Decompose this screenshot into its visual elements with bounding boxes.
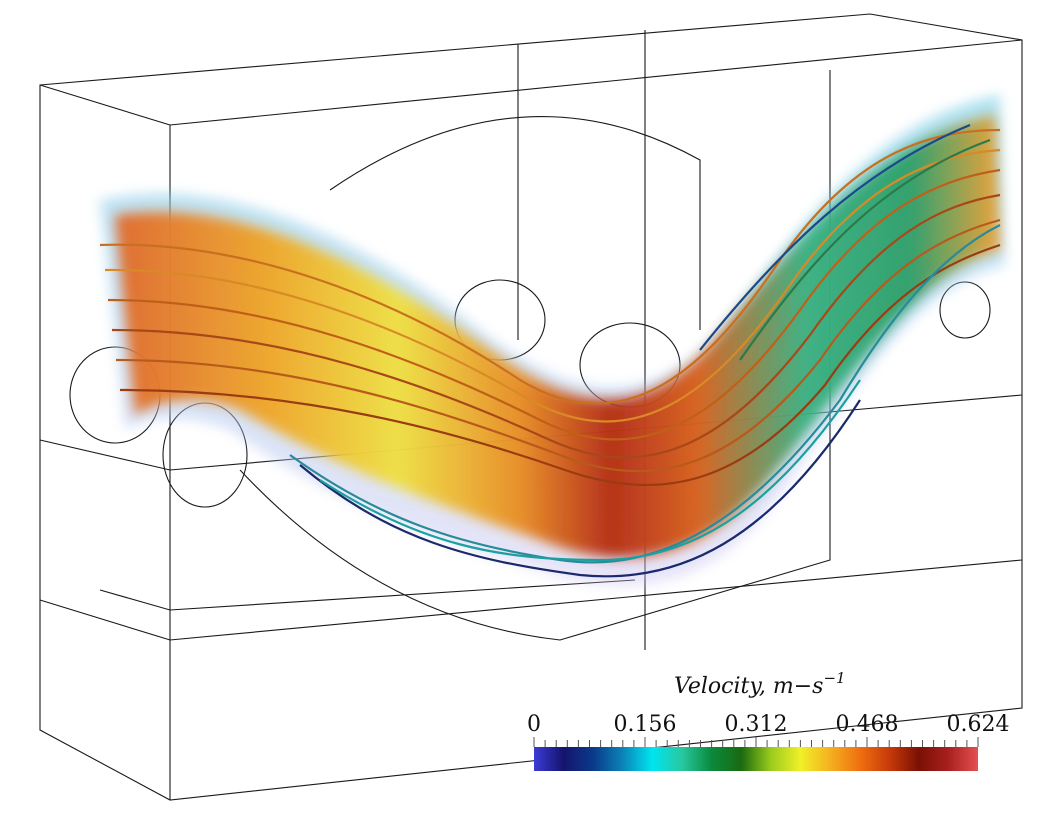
colorbar-title: Velocity, m−s−1: [674, 669, 846, 699]
colorbar-legend: Velocity, m−s−1 0 0.156 0.312 0.468 0.624: [527, 669, 1009, 771]
flow-tube: [100, 95, 1005, 586]
colorbar-tick-label: 0.468: [836, 712, 899, 737]
colorbar-tick-labels: 0 0.156 0.312 0.468 0.624: [527, 712, 1009, 737]
colorbar-minor-ticks: [533, 737, 979, 747]
colorbar-tick-label: 0.156: [614, 712, 677, 737]
colorbar-gradient: [534, 747, 978, 771]
colorbar-tick-label: 0: [527, 712, 541, 737]
colorbar-tick-label: 0.624: [947, 712, 1010, 737]
colorbar-tick-label: 0.312: [725, 712, 788, 737]
streamlines: [99, 123, 1001, 578]
